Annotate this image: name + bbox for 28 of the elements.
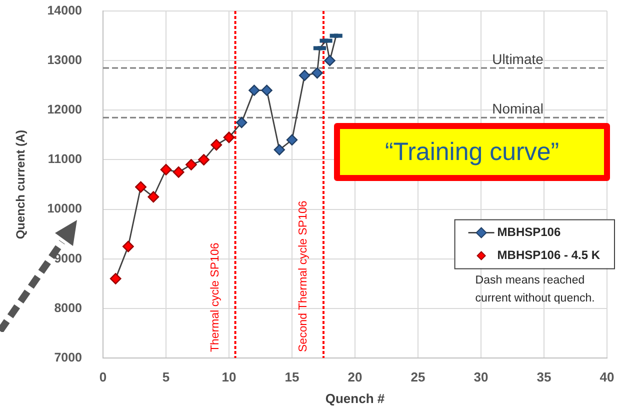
y-tick-label: 11000: [48, 152, 82, 166]
y-tick-label: 9000: [54, 251, 82, 266]
x-tick-label: 35: [536, 369, 552, 384]
legend-label: MBHSP106 - 4.5 K: [497, 248, 600, 262]
y-tick-label: 13000: [47, 53, 82, 68]
y-tick-label: 7000: [54, 350, 82, 364]
y-tick-label: 12000: [47, 102, 82, 117]
x-tick-label: 25: [410, 369, 426, 384]
y-tick-label: 10000: [47, 202, 82, 216]
y-tick-label: 8000: [54, 300, 82, 315]
callout-box: “Training curve”: [334, 123, 610, 181]
x-tick-label: 15: [284, 369, 300, 384]
ref-line-label: Nominal: [492, 100, 544, 116]
x-axis-title: Quench #: [325, 390, 386, 406]
x-tick-label: 5: [162, 369, 170, 384]
y-tick-label: 14000: [47, 3, 82, 18]
ref-line-label: Thermal cycle SP106: [209, 242, 222, 352]
annotation: “Training curve”: [384, 138, 560, 166]
ref-line-label: Ultimate: [492, 50, 544, 67]
x-tick-label: 30: [474, 369, 488, 384]
x-tick-label: 20: [348, 369, 362, 384]
annotation: Dash means reached current without quench.: [475, 274, 595, 304]
legend-label: MBHSP106: [497, 225, 561, 240]
x-tick-label: 0: [99, 369, 107, 384]
ref-line-label: Second Thermal cycle SP106: [298, 200, 310, 352]
x-tick-label: 10: [222, 369, 236, 384]
x-tick-label: 40: [600, 369, 614, 384]
y-axis-title: Quench current (A): [14, 130, 28, 240]
